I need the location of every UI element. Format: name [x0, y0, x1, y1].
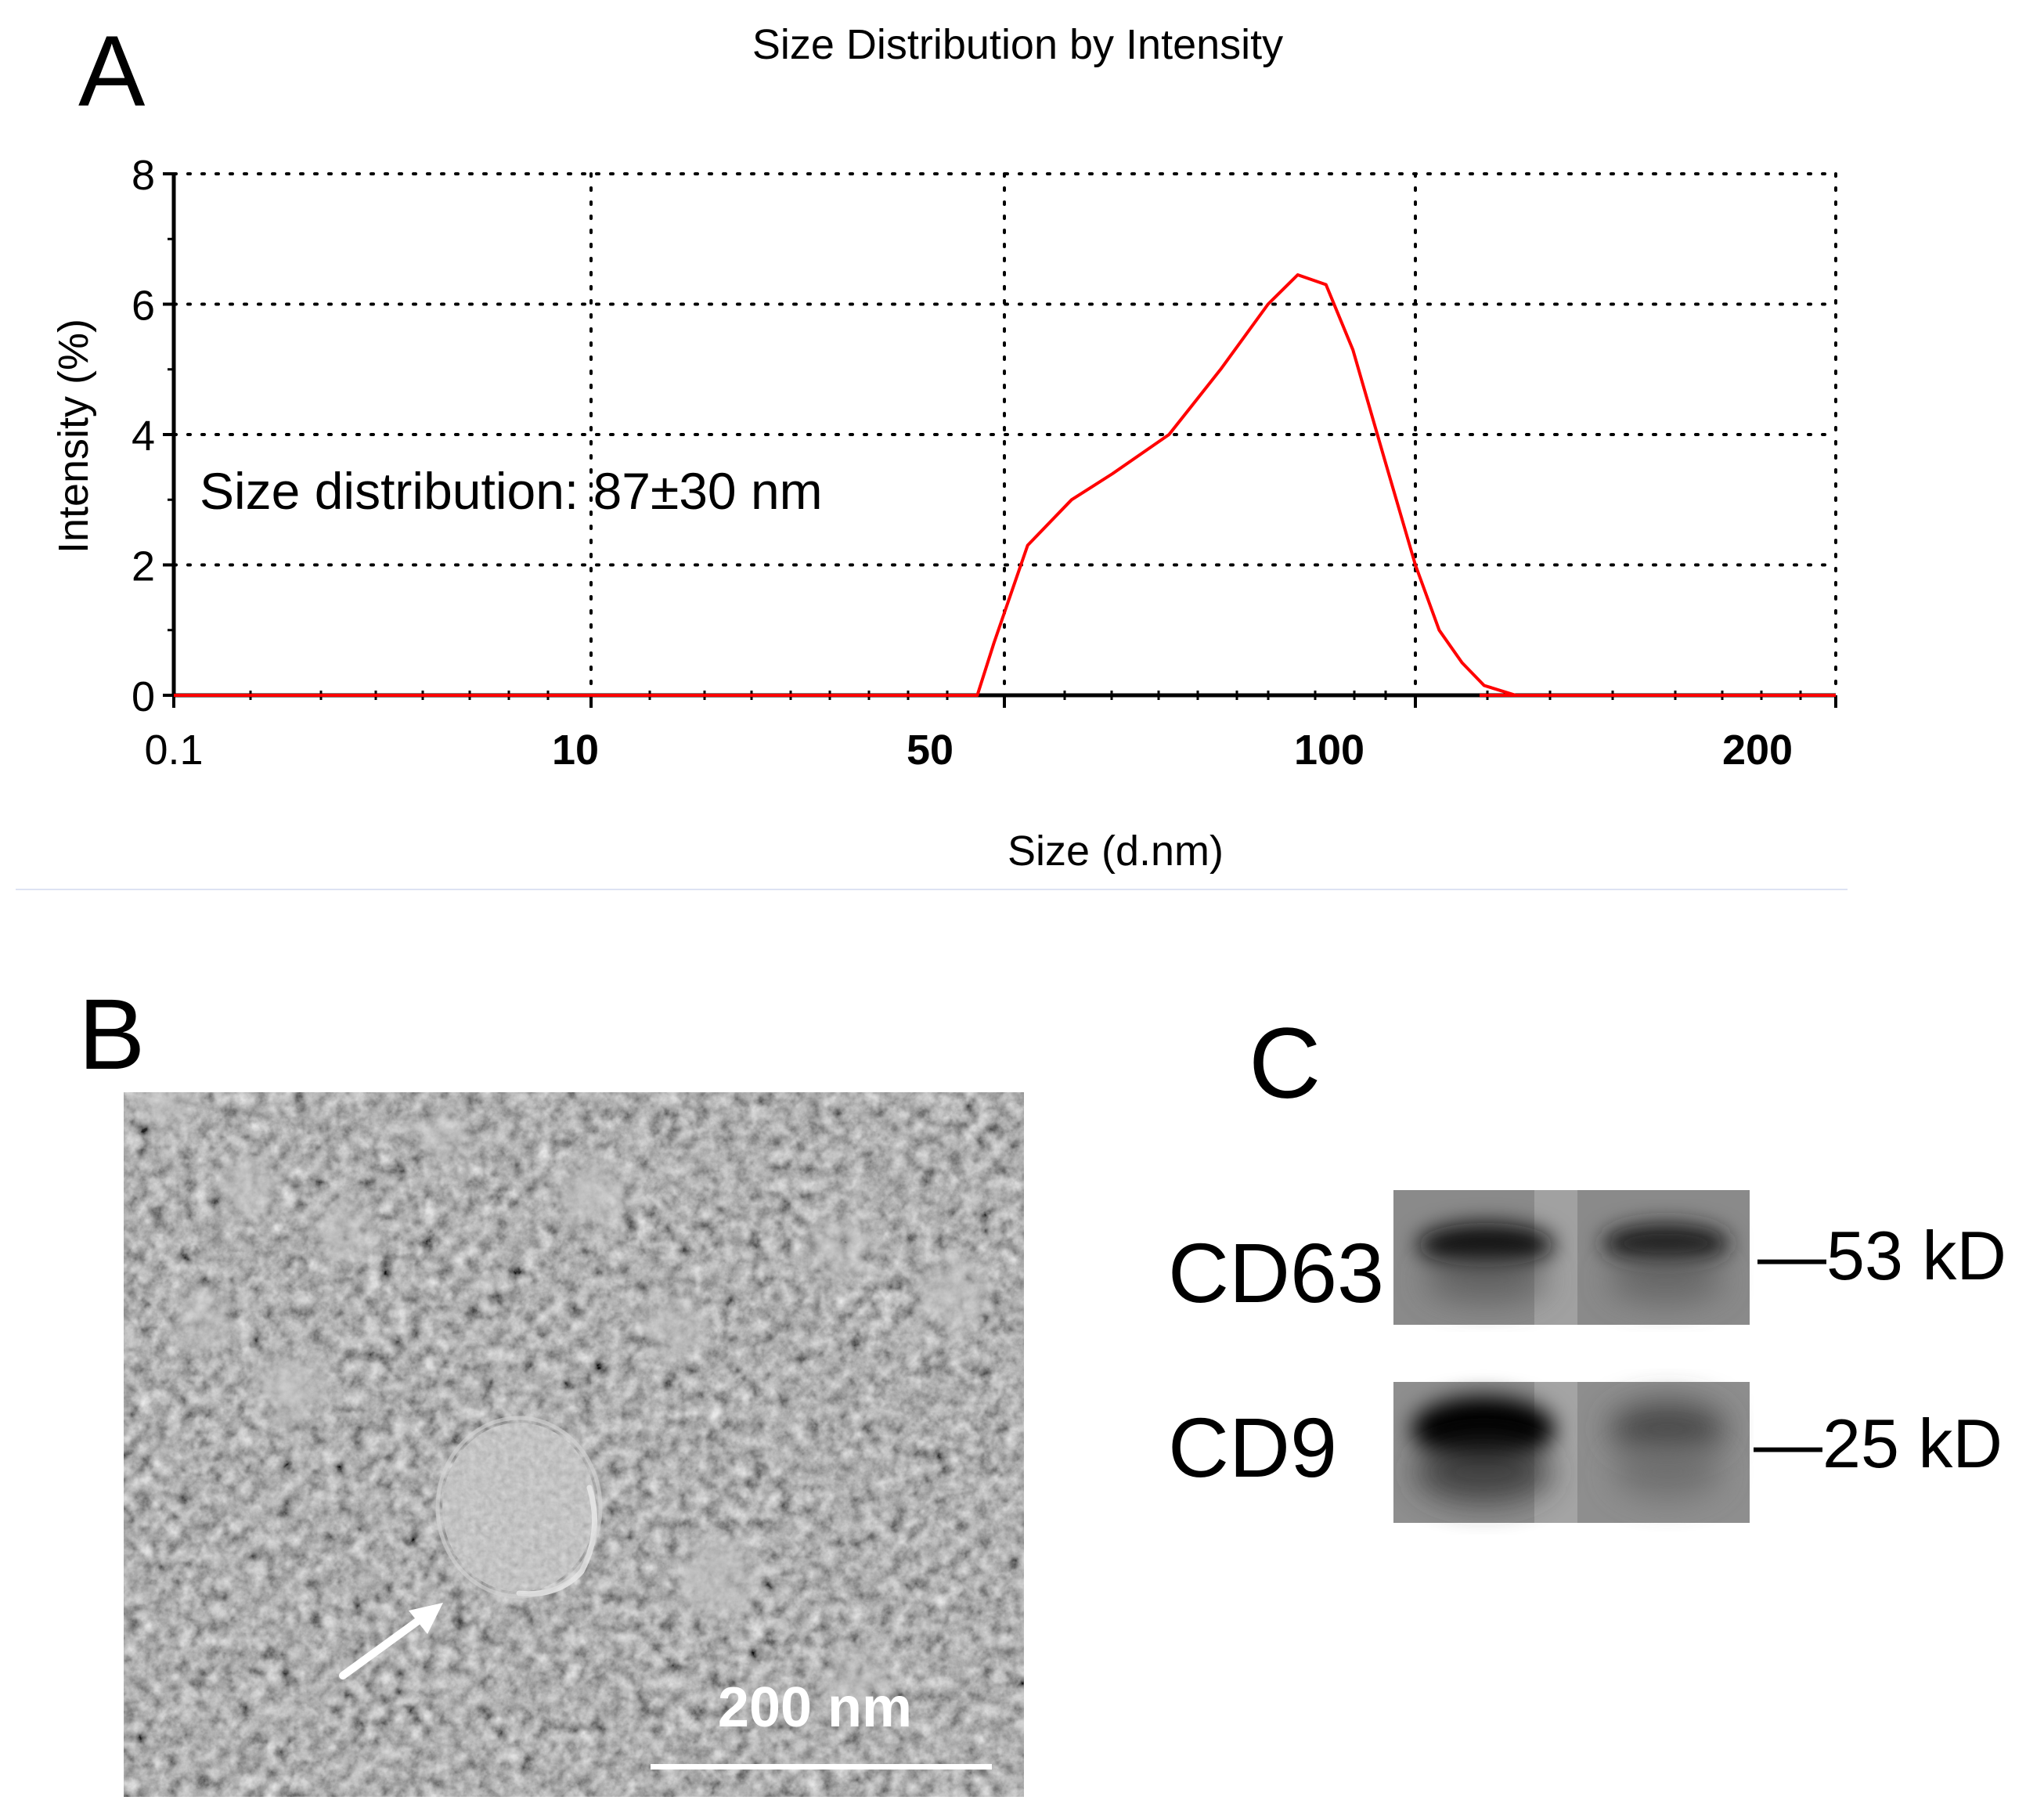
- panel-label-c: C: [1249, 1008, 1321, 1120]
- band-cd9-lane2: [1609, 1402, 1726, 1456]
- y-tick-label-2: 2: [132, 543, 155, 590]
- y-tick-label-4: 4: [132, 413, 155, 460]
- x-tick-label-10: 10: [552, 727, 599, 774]
- y-tick-label-8: 8: [132, 152, 155, 199]
- y-axis-label: Intensity (%): [50, 319, 97, 554]
- x-tick-label-200: 200: [1722, 727, 1793, 774]
- marker-label-25kd: —25 kD: [1754, 1405, 2003, 1482]
- size-distribution-annotation: Size distribution: 87±30 nm: [200, 462, 823, 520]
- scale-bar-label: 200 nm: [718, 1676, 912, 1739]
- y-tick-label-0: 0: [132, 673, 155, 720]
- marker-label-53kd: —53 kD: [1757, 1217, 2006, 1294]
- tem-micrograph: 200 nm: [124, 1092, 1024, 1797]
- panel-divider: [16, 889, 1848, 890]
- blot-strip-cd63: [1393, 1190, 1750, 1325]
- chart-grid: [172, 172, 1837, 697]
- x-axis-label: Size (d.nm): [1008, 828, 1224, 875]
- x-tick-label-50: 50: [907, 727, 954, 774]
- panel-label-b: B: [78, 979, 146, 1091]
- panel-label-a: A: [78, 16, 146, 128]
- band-cd63-lane1: [1417, 1223, 1555, 1267]
- x-tick-label-100: 100: [1294, 727, 1364, 774]
- exosome-vesicle: [435, 1416, 603, 1599]
- band-cd63-lane2: [1602, 1223, 1730, 1264]
- tem-bright-spots: [143, 1092, 989, 1719]
- chart-tick-labels: 0 2 4 6 8 0.1 10 50 100 200: [132, 152, 1793, 774]
- blot-label-cd63: CD63: [1168, 1225, 1385, 1320]
- chart-title: Size Distribution by Intensity: [752, 21, 1283, 68]
- arrow-icon: [339, 1603, 443, 1679]
- scale-bar: [651, 1764, 992, 1770]
- blot-label-cd9: CD9: [1168, 1400, 1338, 1495]
- intensity-series-line: [174, 273, 1836, 697]
- y-tick-label-6: 6: [132, 283, 155, 330]
- size-distribution-chart: Size Distribution by Intensity 0 2 4 6 8 0.1 1…: [50, 21, 1837, 875]
- western-blot: [1393, 1190, 1750, 1523]
- blot-strip-cd9: [1393, 1382, 1750, 1523]
- x-tick-label-0.1: 0.1: [144, 727, 203, 774]
